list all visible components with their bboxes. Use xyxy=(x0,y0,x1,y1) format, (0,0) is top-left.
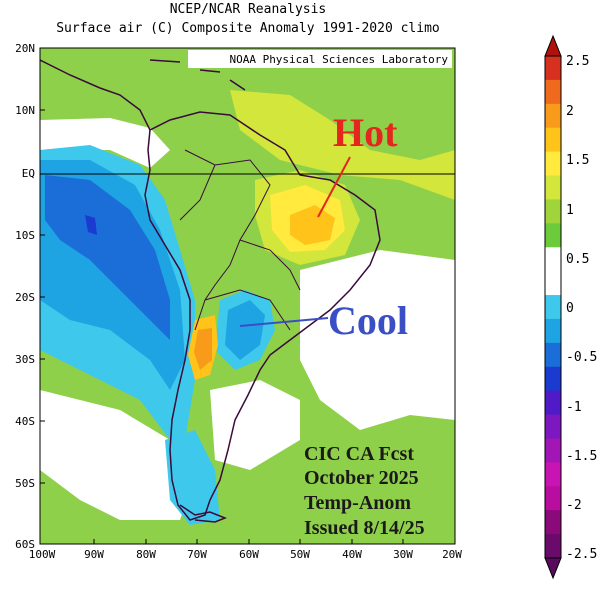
warm-region-north-coast xyxy=(230,90,455,200)
colorbar-cell xyxy=(545,199,561,224)
forecast-line: Issued 8/14/25 xyxy=(304,517,425,539)
credit-label: NOAA Physical Sciences Laboratory xyxy=(229,53,448,66)
colorbar-cell xyxy=(545,462,561,487)
colorbar-cell xyxy=(545,534,561,559)
colorbar-label: -1.5 xyxy=(566,449,597,464)
tierra-del-fuego xyxy=(179,504,228,523)
colorbar-label: 2 xyxy=(566,104,574,119)
lat-tick-label: 20S xyxy=(15,291,35,304)
colorbar-label: -1 xyxy=(566,400,582,415)
lon-tick-label: 100W xyxy=(29,548,56,561)
south-america-outline xyxy=(144,111,381,521)
colorbar-label: -0.5 xyxy=(566,350,597,365)
colorbar-cell xyxy=(545,318,561,344)
colorbar-cell xyxy=(545,438,561,463)
lat-tick-label: 10N xyxy=(15,104,35,117)
warm-region-brazil-core xyxy=(290,205,335,245)
neutral-region-sw xyxy=(40,390,190,520)
cool-region-inland-medium xyxy=(225,300,265,360)
lon-tick-label: 40W xyxy=(342,548,362,561)
lon-tick-label: 80W xyxy=(136,548,156,561)
map-title: NCEP/NCAR Reanalysis xyxy=(169,2,327,17)
colorbar-cell xyxy=(545,127,561,153)
lat-tick-label: 50S xyxy=(15,477,35,490)
colorbar-cell xyxy=(545,366,561,392)
colorbar-cell xyxy=(545,247,561,272)
lat-tick-label: 20N xyxy=(15,42,35,55)
colorbar-label: -2 xyxy=(566,498,582,513)
forecast-line: CIC CA Fcst xyxy=(304,443,414,465)
colorbar-cell xyxy=(545,510,561,535)
lon-tick-marks xyxy=(93,539,404,544)
central-america-outline xyxy=(40,59,151,131)
warm-region-argentina-core xyxy=(194,328,212,370)
map-frame xyxy=(39,47,456,545)
colorbar-label: 0 xyxy=(566,301,574,316)
colorbar: 2.5 2 1.5 1 0.5 0 -0.5 -1 -1.5 -2 -2.5 xyxy=(544,34,597,580)
cool-annotation: Cool xyxy=(328,298,408,343)
colorbar-cell xyxy=(545,175,561,200)
colorbar-cell xyxy=(545,56,561,81)
forecast-line: October 2025 xyxy=(304,467,419,489)
country-borders xyxy=(179,149,301,331)
lat-tick-label: 40S xyxy=(15,415,35,428)
cool-region-south xyxy=(165,430,220,525)
colorbar-cells xyxy=(545,56,561,559)
cool-region-pacific-dark xyxy=(45,175,170,340)
colorbar-cell xyxy=(545,295,561,320)
lat-tick-label: 60S xyxy=(15,538,35,551)
hot-annotation: Hot xyxy=(333,110,398,155)
hot-pointer-line xyxy=(317,156,351,218)
lat-tick-marks xyxy=(40,47,45,484)
lon-axis: 100W 90W 80W 70W 60W 50W 40W 30W 20W xyxy=(29,539,462,561)
colorbar-cell xyxy=(545,271,561,296)
colorbar-cell xyxy=(545,151,561,177)
cool-pointer-line xyxy=(239,317,329,327)
colorbar-label: 1 xyxy=(566,203,574,218)
colorbar-label: 1.5 xyxy=(566,153,589,168)
lon-tick-label: 70W xyxy=(187,548,207,561)
map-subtitle: Surface air (C) Composite Anomaly 1991-2… xyxy=(56,21,440,36)
lon-tick-label: 60W xyxy=(239,548,259,561)
lat-axis: 20N 10N EQ 10S 20S 30S 40S 50S 60S xyxy=(15,42,45,551)
anomaly-fill xyxy=(40,48,455,544)
lon-tick-label: 20W xyxy=(442,548,462,561)
neutral-region-se xyxy=(210,380,300,470)
colorbar-cell xyxy=(545,342,561,368)
colorbar-cell xyxy=(545,103,561,129)
colorbar-label: 0.5 xyxy=(566,252,589,267)
coastlines xyxy=(40,59,381,523)
lat-tick-label: 10S xyxy=(15,229,35,242)
forecast-note: CIC CA Fcst October 2025 Temp-Anom Issue… xyxy=(304,443,425,539)
colorbar-bottom-arrow xyxy=(544,557,562,580)
credit-box xyxy=(188,50,452,68)
cool-region-pacific-core xyxy=(85,215,97,235)
neutral-region-north xyxy=(40,118,170,168)
colorbar-cell xyxy=(545,79,561,105)
colorbar-label: 2.5 xyxy=(566,54,589,69)
caribbean-islands xyxy=(149,59,246,91)
forecast-line: Temp-Anom xyxy=(304,492,411,514)
lat-tick-label: 30S xyxy=(15,353,35,366)
lon-tick-label: 90W xyxy=(84,548,104,561)
colorbar-top-arrow xyxy=(544,34,562,57)
colorbar-label: -2.5 xyxy=(566,547,597,562)
lat-tick-label: EQ xyxy=(22,167,35,180)
colorbar-cell xyxy=(545,414,561,439)
lon-tick-label: 30W xyxy=(393,548,413,561)
colorbar-cell xyxy=(545,390,561,416)
neutral-region-east xyxy=(300,250,455,430)
lon-tick-label: 50W xyxy=(290,548,310,561)
colorbar-cell xyxy=(545,223,561,248)
border-lines xyxy=(179,149,301,331)
colorbar-cell xyxy=(545,486,561,511)
colorbar-frame xyxy=(544,55,562,559)
